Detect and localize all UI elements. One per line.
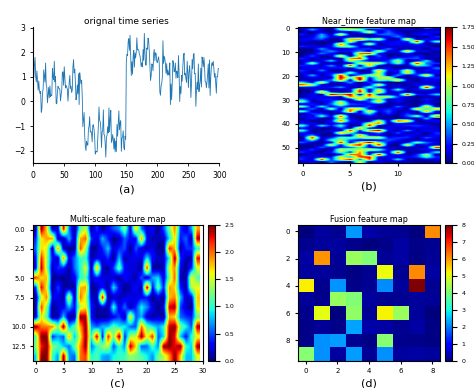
X-axis label: (a): (a): [118, 184, 134, 194]
Title: orignal time series: orignal time series: [84, 17, 169, 26]
X-axis label: (b): (b): [361, 181, 377, 191]
Title: Near_time feature map: Near_time feature map: [322, 17, 416, 26]
Title: Multi-scale feature map: Multi-scale feature map: [70, 215, 166, 224]
Title: Fusion feature map: Fusion feature map: [330, 215, 408, 224]
X-axis label: (d): (d): [361, 379, 377, 388]
X-axis label: (c): (c): [110, 379, 125, 388]
